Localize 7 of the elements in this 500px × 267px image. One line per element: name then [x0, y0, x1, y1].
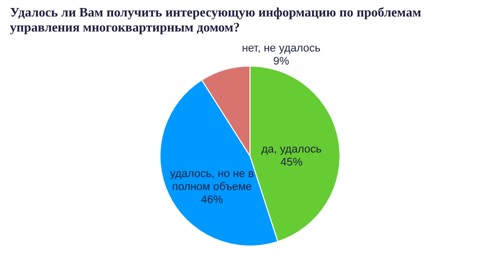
slice-label: нет, не удалось: [242, 42, 321, 54]
data-label: 9%: [273, 55, 290, 68]
chart-title: Удалось ли Вам получить интересующую информацию по проблемам управления многоквартирным домом?: [10, 4, 422, 34]
slice-label: да, удалось: [261, 143, 322, 156]
slice-label: удалось, но не в полном объеме: [170, 168, 254, 193]
data-label: 46%: [200, 194, 224, 206]
data-label: 45%: [280, 156, 303, 168]
